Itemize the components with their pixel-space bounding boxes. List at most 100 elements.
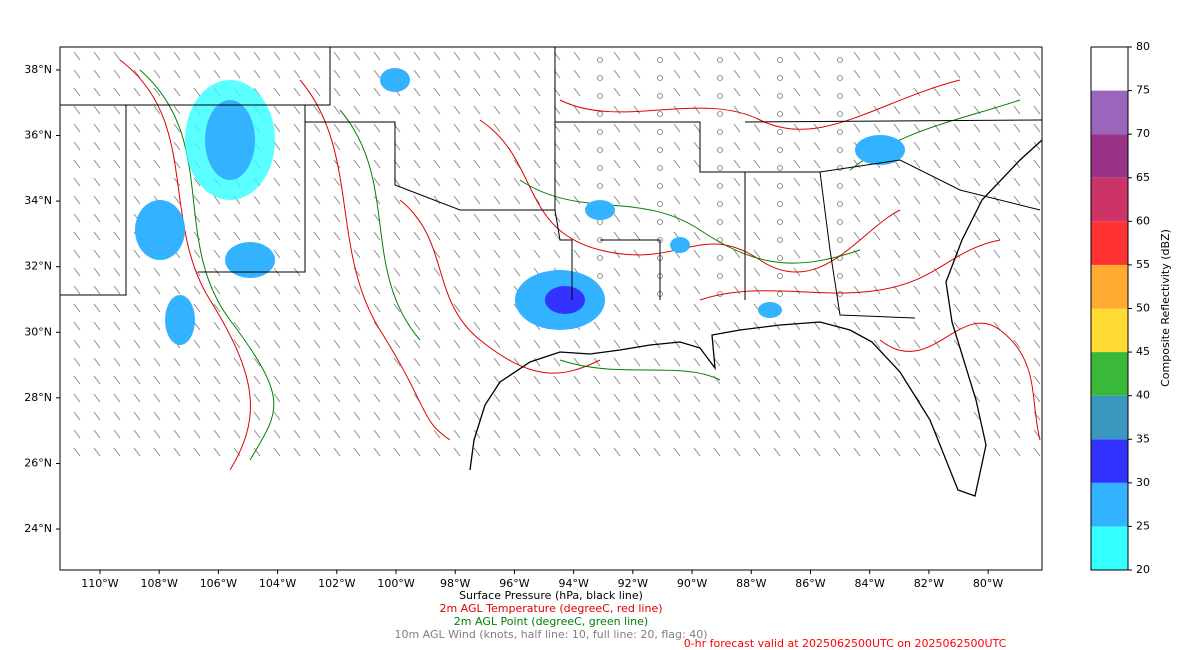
wind-barb — [573, 51, 581, 61]
wind-barb — [873, 177, 881, 187]
wind-barb — [73, 357, 81, 367]
wind-barb — [333, 249, 341, 259]
colorbar-tick-label: 50 — [1136, 302, 1150, 315]
wind-barb — [273, 51, 281, 61]
wind-barb — [93, 231, 101, 241]
wind-barb — [273, 141, 281, 151]
wind-barb — [813, 375, 821, 385]
wind-barb — [93, 393, 101, 403]
wind-barb — [453, 177, 461, 187]
wind-calm — [717, 147, 723, 153]
wind-barb — [473, 69, 481, 79]
wind-barb — [673, 177, 681, 187]
wind-barb — [693, 447, 701, 457]
wind-barb — [513, 267, 521, 277]
wind-barb — [333, 87, 341, 97]
wind-barb — [93, 429, 101, 439]
wind-barb — [413, 87, 421, 97]
wind-barb — [973, 141, 981, 151]
wind-barb — [573, 177, 581, 187]
wind-barb — [273, 321, 281, 331]
wind-barb — [813, 105, 821, 115]
wind-barb — [113, 303, 121, 313]
wind-barb — [513, 411, 521, 421]
wind-barb — [173, 429, 181, 439]
wind-barb — [333, 213, 341, 223]
wind-barb — [153, 411, 161, 421]
wind-barb — [1033, 69, 1041, 79]
wind-barb — [913, 159, 921, 169]
lat-tick-label: 38°N — [24, 63, 52, 76]
wind-barb — [853, 159, 861, 169]
wind-barb — [73, 141, 81, 151]
wind-barb — [173, 267, 181, 277]
wind-barb — [633, 303, 641, 313]
wind-barb — [313, 339, 321, 349]
wind-barb — [973, 159, 981, 169]
wind-barb — [793, 375, 801, 385]
wind-barb — [433, 141, 441, 151]
wind-barb — [613, 87, 621, 97]
wind-barb — [533, 429, 541, 439]
wind-barb — [313, 231, 321, 241]
wind-barb — [913, 123, 921, 133]
wind-barb — [353, 177, 361, 187]
wind-barb — [293, 447, 301, 457]
wind-barb — [293, 321, 301, 331]
wind-barb — [773, 339, 781, 349]
wind-barb — [893, 105, 901, 115]
wind-barb — [413, 321, 421, 331]
wind-barb — [613, 159, 621, 169]
wind-barb — [733, 393, 741, 403]
wind-barb — [113, 123, 121, 133]
wind-barb — [733, 339, 741, 349]
wind-barb — [633, 267, 641, 277]
wind-barb — [493, 213, 501, 223]
colorbar-bin — [1091, 264, 1128, 309]
wind-barb — [353, 51, 361, 61]
wind-barb — [513, 375, 521, 385]
wind-barb — [213, 69, 221, 79]
wind-barb — [453, 393, 461, 403]
wind-barb — [353, 285, 361, 295]
colorbar-bin — [1091, 482, 1128, 527]
wind-barb — [913, 231, 921, 241]
wind-barb — [453, 339, 461, 349]
wind-barb — [493, 411, 501, 421]
colorbar-tick-label: 35 — [1136, 432, 1150, 445]
wind-barb — [993, 303, 1001, 313]
wind-barb — [73, 303, 81, 313]
wind-barb — [1033, 195, 1041, 205]
wind-barb — [413, 231, 421, 241]
wind-barb — [793, 285, 801, 295]
wind-barb — [353, 339, 361, 349]
wind-barb — [473, 429, 481, 439]
wind-barb — [533, 339, 541, 349]
caption: Surface Pressure (hPa, black line) — [459, 589, 643, 602]
wind-barb — [293, 141, 301, 151]
wind-barb — [713, 429, 721, 439]
wind-barb — [73, 339, 81, 349]
wind-barb — [473, 231, 481, 241]
wind-barb — [493, 429, 501, 439]
wind-barb — [93, 411, 101, 421]
wind-barb — [153, 51, 161, 61]
wind-barb — [153, 303, 161, 313]
wind-barb — [133, 249, 141, 259]
wind-barb — [133, 141, 141, 151]
wind-barb — [493, 339, 501, 349]
wind-barb — [333, 177, 341, 187]
wind-barb — [993, 411, 1001, 421]
wind-barb — [133, 411, 141, 421]
wind-barb — [913, 87, 921, 97]
wind-barb — [673, 123, 681, 133]
wind-barb — [953, 231, 961, 241]
wind-barb — [733, 411, 741, 421]
wind-barb — [933, 357, 941, 367]
wind-barb — [213, 357, 221, 367]
wind-barb — [193, 231, 201, 241]
wind-barb — [633, 447, 641, 457]
wind-barb — [133, 375, 141, 385]
colorbar-bin — [1091, 526, 1128, 570]
wind-barb — [353, 213, 361, 223]
